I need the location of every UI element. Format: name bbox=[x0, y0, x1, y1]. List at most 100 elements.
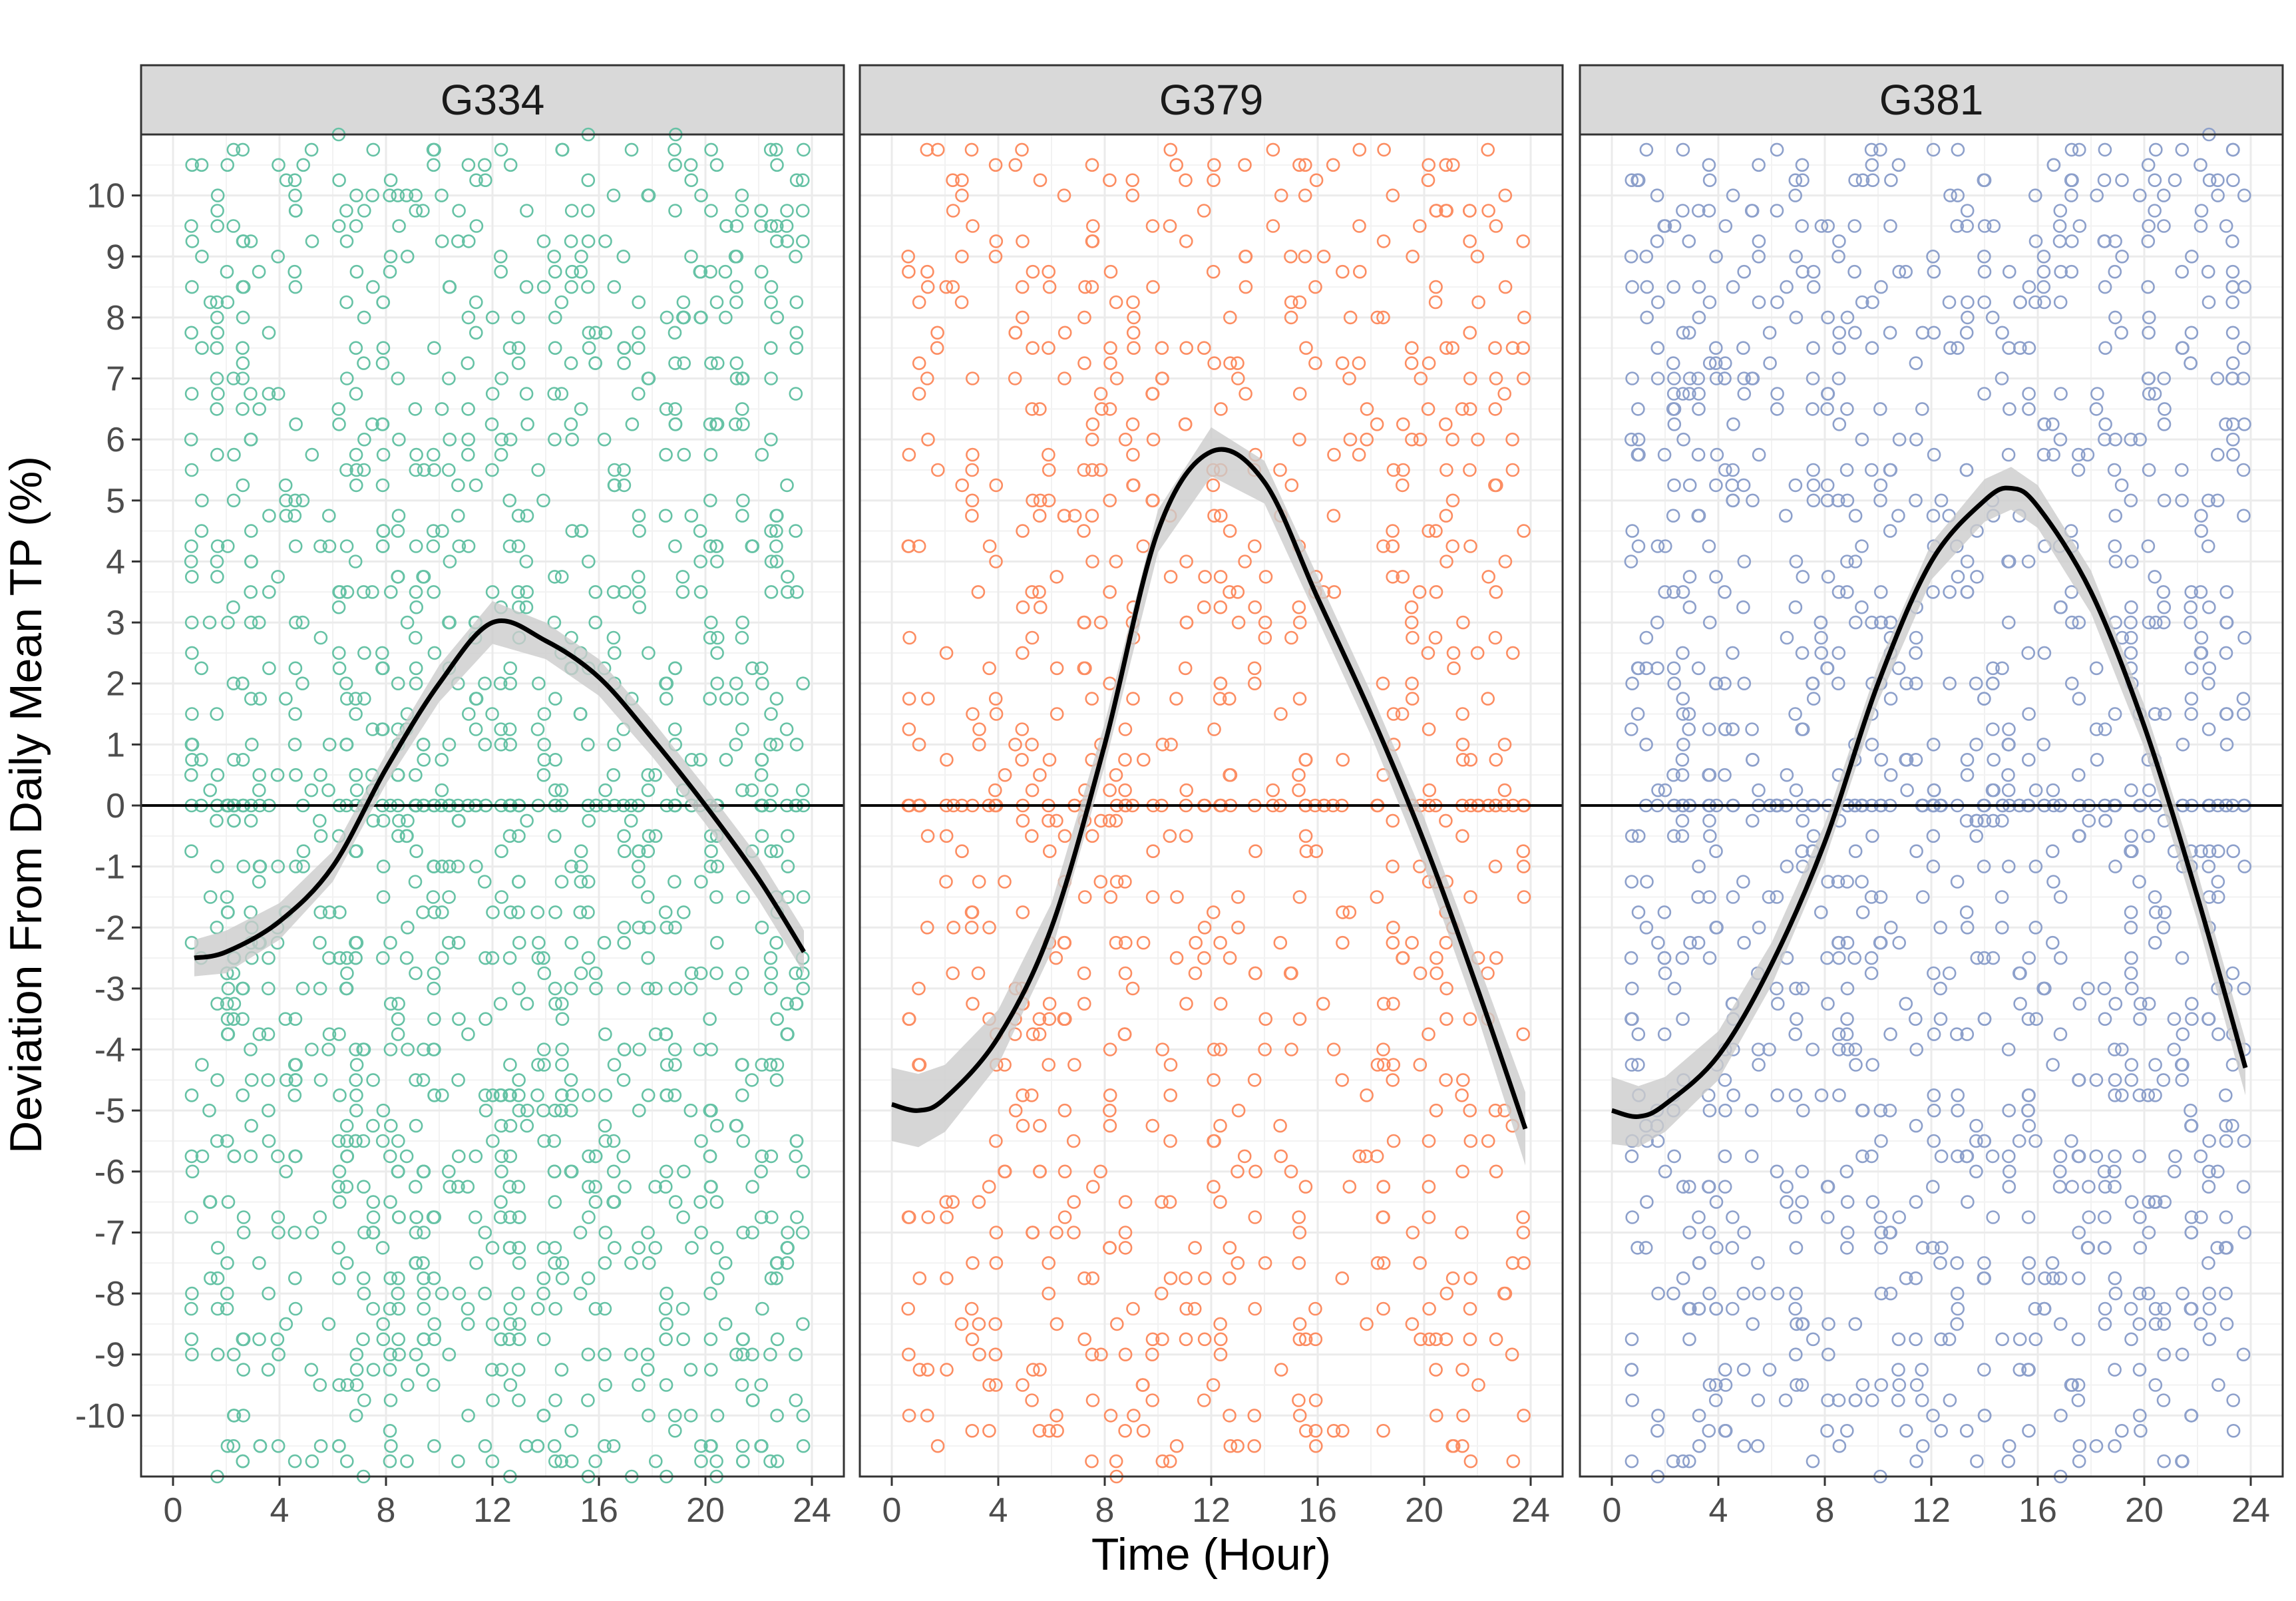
data-point bbox=[478, 1226, 492, 1240]
data-point bbox=[1422, 356, 1436, 370]
data-point bbox=[1214, 1332, 1228, 1347]
data-point bbox=[1630, 173, 1644, 188]
data-point bbox=[763, 142, 778, 157]
data-point bbox=[764, 1271, 779, 1285]
data-point bbox=[1639, 142, 1654, 157]
data-point bbox=[2072, 1271, 2086, 1285]
data-point bbox=[261, 981, 276, 996]
data-point bbox=[1625, 1058, 1639, 1072]
data-point bbox=[554, 295, 569, 310]
data-point bbox=[1343, 310, 1358, 325]
data-point bbox=[1057, 188, 1071, 202]
data-point bbox=[461, 158, 476, 172]
data-point bbox=[1025, 783, 1040, 798]
data-point bbox=[1463, 234, 1477, 248]
data-point bbox=[2098, 234, 2112, 248]
data-point bbox=[735, 1439, 750, 1453]
data-point bbox=[1814, 630, 1828, 645]
data-point bbox=[512, 1103, 526, 1118]
data-point bbox=[1891, 158, 1906, 172]
x-axis-title: Time (Hour) bbox=[1091, 1529, 1331, 1580]
data-point bbox=[642, 188, 656, 202]
data-point bbox=[2201, 722, 2216, 736]
y-tick-label: 1 bbox=[106, 726, 125, 764]
data-point bbox=[719, 753, 733, 767]
data-point bbox=[769, 1073, 784, 1087]
data-point bbox=[349, 1073, 363, 1087]
data-point bbox=[1024, 1088, 1039, 1102]
data-point bbox=[1951, 1301, 1965, 1316]
data-point bbox=[581, 905, 595, 919]
data-point bbox=[1463, 753, 1478, 767]
data-point bbox=[796, 234, 810, 248]
data-point bbox=[1789, 1241, 1804, 1255]
data-point bbox=[1788, 1027, 1802, 1041]
smooth-curve bbox=[891, 447, 1528, 1130]
data-point bbox=[1806, 371, 1820, 385]
data-point bbox=[2142, 463, 2156, 477]
data-point bbox=[305, 1226, 319, 1240]
data-point bbox=[582, 326, 596, 340]
data-point bbox=[764, 524, 778, 538]
data-point bbox=[503, 738, 518, 752]
data-point bbox=[1077, 1332, 1091, 1347]
data-point bbox=[391, 524, 405, 538]
data-point bbox=[2158, 707, 2172, 721]
data-point bbox=[1631, 1027, 1646, 1041]
data-point bbox=[797, 142, 811, 157]
data-point bbox=[1820, 1424, 1834, 1438]
data-point bbox=[333, 951, 347, 965]
data-point bbox=[376, 524, 391, 538]
data-point bbox=[220, 264, 234, 279]
data-point bbox=[1284, 310, 1298, 325]
data-point bbox=[1746, 493, 1760, 508]
data-point bbox=[693, 1195, 707, 1209]
data-point bbox=[668, 356, 682, 370]
data-point bbox=[1710, 1241, 1724, 1255]
data-point bbox=[1360, 1317, 1374, 1331]
data-point bbox=[675, 570, 690, 584]
data-point bbox=[1146, 493, 1160, 508]
data-point bbox=[2072, 615, 2086, 630]
data-point bbox=[1770, 142, 1784, 157]
data-point bbox=[287, 1271, 302, 1285]
data-point bbox=[227, 813, 241, 828]
data-point bbox=[998, 1164, 1012, 1179]
data-point bbox=[770, 1332, 785, 1347]
data-point bbox=[185, 738, 200, 752]
data-point bbox=[1198, 1271, 1212, 1285]
data-point bbox=[1691, 935, 1706, 950]
data-point bbox=[1179, 1301, 1193, 1316]
data-point bbox=[1718, 356, 1732, 370]
data-point bbox=[221, 1027, 236, 1041]
data-point bbox=[2124, 905, 2138, 919]
data-point bbox=[2081, 1241, 2095, 1255]
data-point bbox=[478, 1439, 492, 1453]
data-point bbox=[709, 417, 723, 431]
data-point bbox=[694, 1439, 708, 1453]
data-point bbox=[1274, 188, 1288, 202]
data-point bbox=[1960, 921, 1975, 935]
data-point bbox=[2124, 1073, 2138, 1087]
data-point bbox=[1676, 584, 1690, 599]
y-tick-label: 0 bbox=[106, 787, 125, 825]
data-point bbox=[399, 951, 414, 965]
data-point bbox=[1752, 1286, 1766, 1301]
data-point bbox=[1883, 1027, 1897, 1041]
data-point bbox=[769, 738, 784, 752]
data-point bbox=[780, 1241, 795, 1255]
data-point bbox=[252, 615, 266, 630]
data-point bbox=[548, 1256, 562, 1270]
data-point bbox=[210, 707, 224, 721]
data-point bbox=[1624, 951, 1638, 965]
data-point bbox=[484, 1363, 499, 1377]
data-point bbox=[704, 1042, 718, 1056]
data-point bbox=[1292, 1409, 1307, 1423]
data-point bbox=[2184, 326, 2199, 340]
data-point bbox=[376, 1317, 391, 1331]
data-point bbox=[1247, 661, 1262, 676]
data-point bbox=[1943, 584, 1957, 599]
data-point bbox=[1942, 1332, 1957, 1347]
data-point bbox=[383, 249, 398, 264]
data-point bbox=[356, 1271, 371, 1285]
